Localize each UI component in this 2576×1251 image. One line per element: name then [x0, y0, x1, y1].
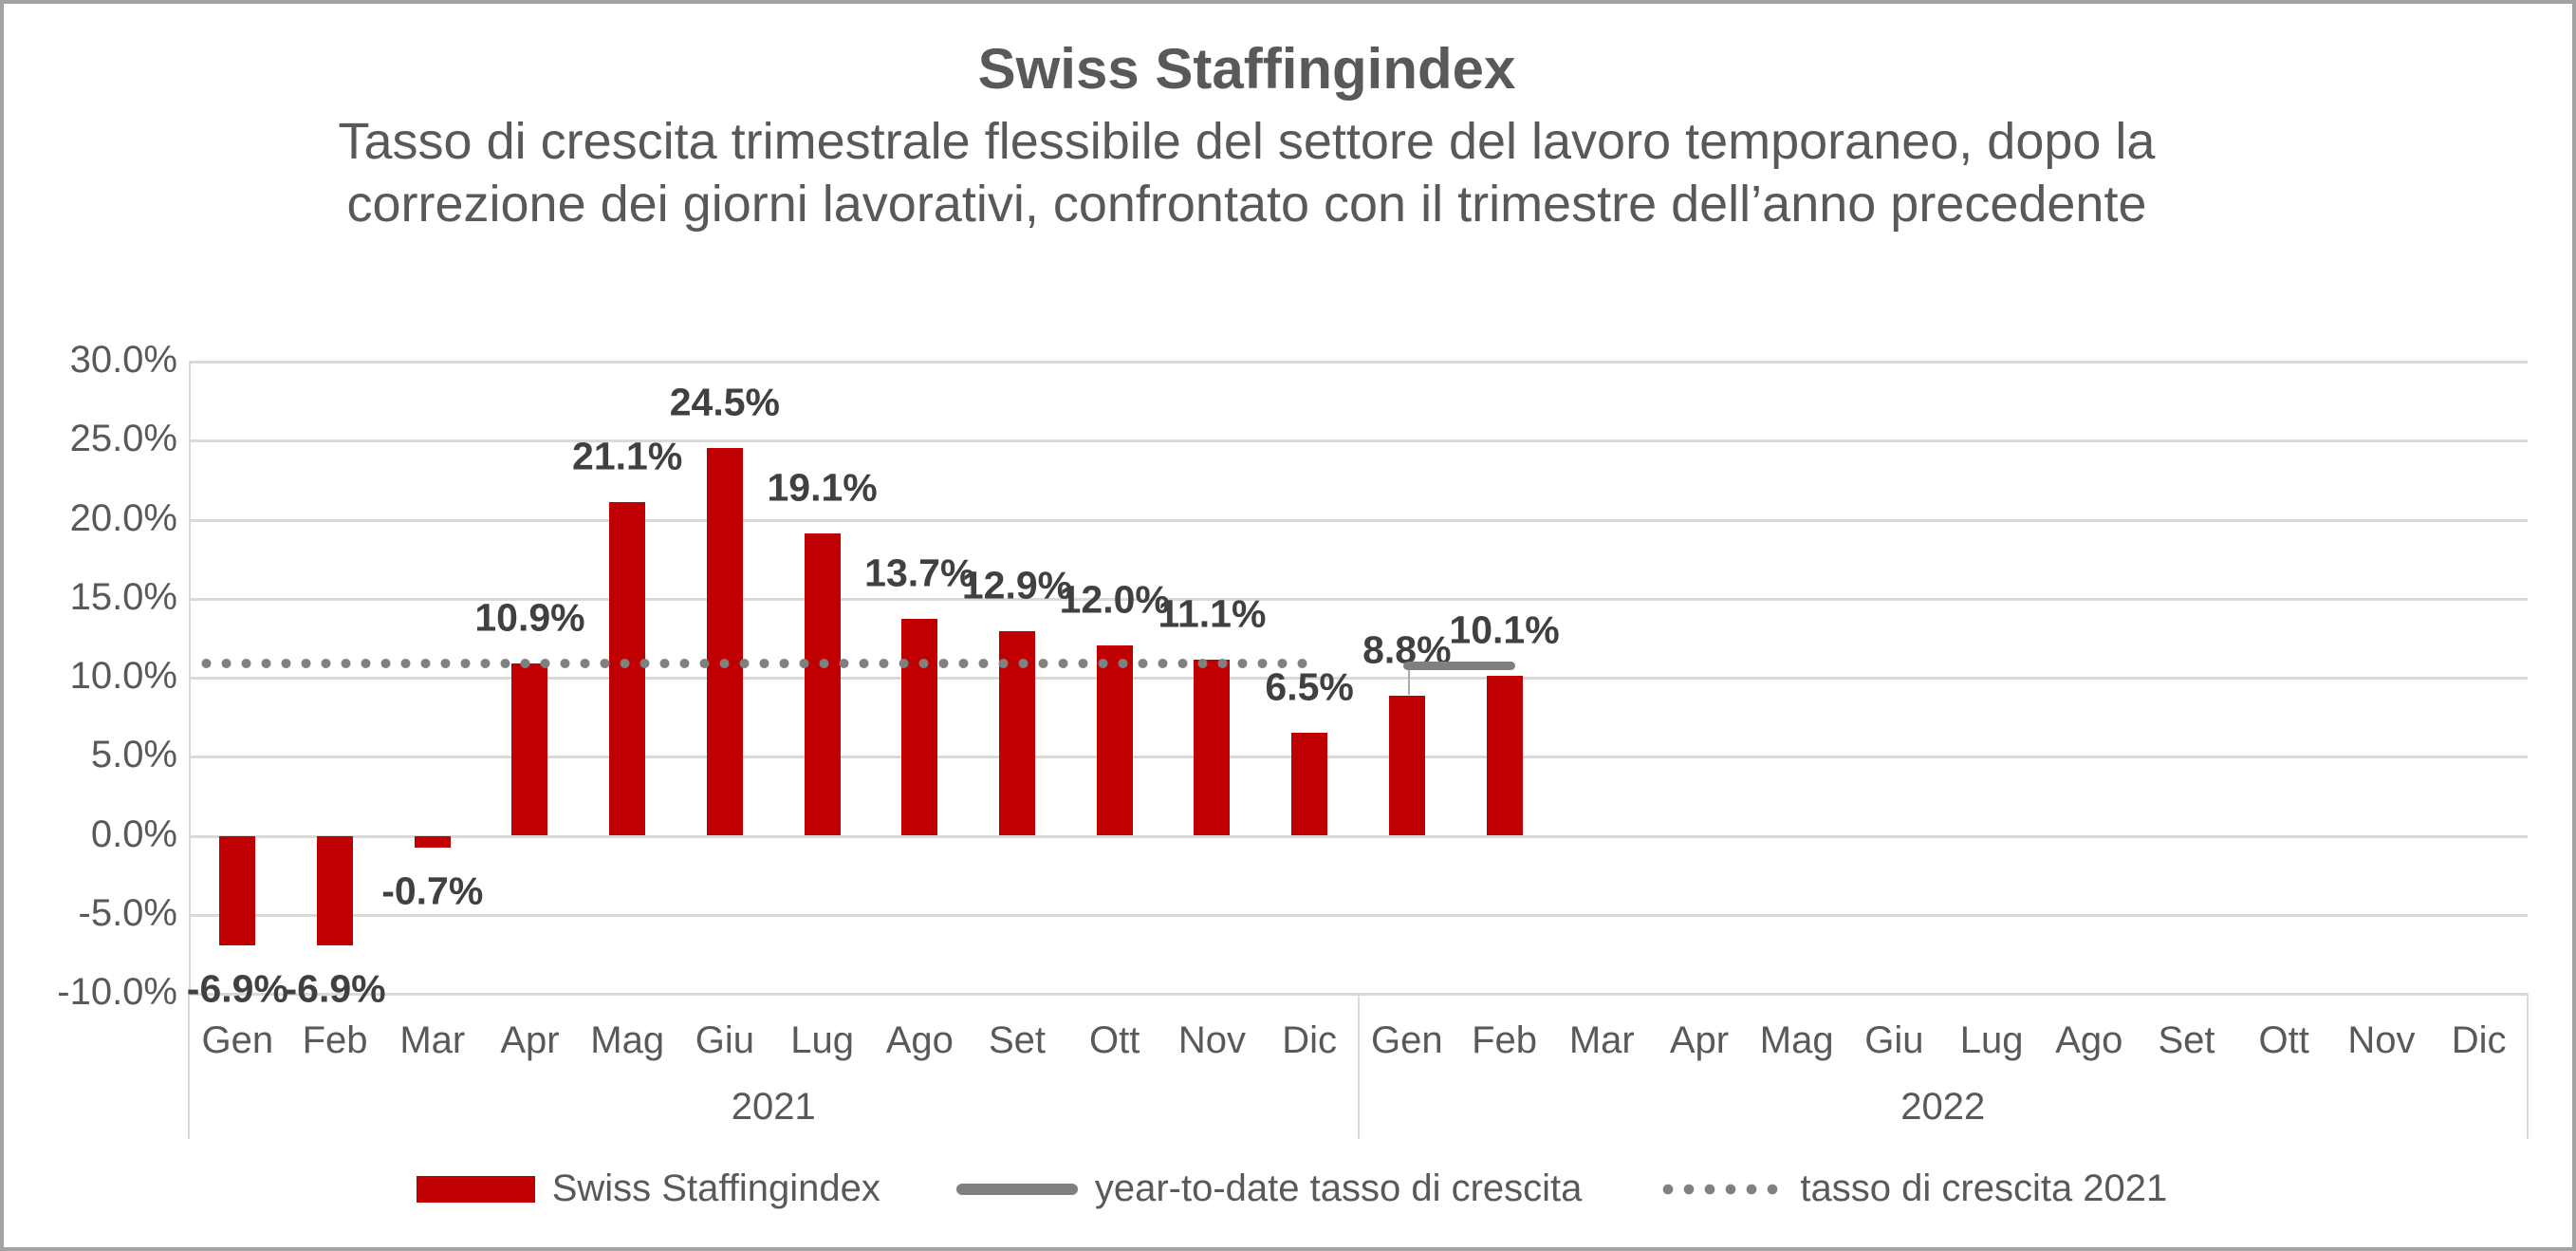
- bar-data-label: 11.1%: [1158, 591, 1267, 636]
- y-axis-tick-label: 0.0%: [90, 812, 177, 855]
- legend-item-growth-2021: tasso di crescita 2021: [1658, 1167, 2167, 1210]
- bar-data-label: 6.5%: [1265, 664, 1354, 709]
- bar-data-label: -0.7%: [381, 868, 484, 913]
- y-axis-tick-label: 30.0%: [69, 339, 177, 381]
- chart-subtitle: Tasso di crescita trimestrale flessibile…: [4, 110, 2490, 235]
- x-axis-month-label: Lug: [1959, 1019, 2024, 1061]
- dotted-line-swatch-icon: [1658, 1183, 1784, 1195]
- x-axis-month-label: Giu: [695, 1019, 755, 1061]
- x-axis-divider: [188, 994, 190, 1139]
- x-axis-month-label: Gen: [201, 1019, 274, 1061]
- gridline: [189, 677, 2528, 680]
- x-axis-month-label: Ott: [1089, 1019, 1140, 1061]
- bar: [1291, 732, 1328, 835]
- gridline: [189, 439, 2528, 443]
- x-axis-month-label: Giu: [1864, 1019, 1924, 1061]
- bar-data-label: 19.1%: [767, 465, 878, 510]
- x-axis-month-label: Feb: [302, 1019, 368, 1061]
- bar-data-label: 13.7%: [864, 551, 975, 595]
- bar-data-label: 12.9%: [961, 563, 1073, 607]
- x-axis-month-label: Apr: [500, 1019, 560, 1061]
- gridline: [189, 518, 2528, 522]
- x-axis-month-label: Nov: [2347, 1019, 2416, 1061]
- y-axis-tick-label: 5.0%: [90, 734, 177, 776]
- chart-title: Swiss Staffingindex: [977, 37, 1516, 101]
- bar: [414, 836, 451, 848]
- bar-data-label: -6.9%: [284, 966, 386, 1011]
- y-axis-tick-label: -10.0%: [57, 971, 177, 1013]
- legend-item-staffingindex: Swiss Staffingindex: [416, 1167, 880, 1210]
- line-swatch-icon: [955, 1183, 1078, 1195]
- year-to-date-line: [1402, 662, 1515, 671]
- x-axis-month-label: Set: [988, 1019, 1047, 1061]
- y-axis-tick-label: 10.0%: [69, 655, 177, 697]
- bar: [1096, 645, 1133, 835]
- x-axis-month-label: Dic: [1282, 1019, 1338, 1061]
- x-axis-divider: [2527, 994, 2529, 1139]
- bar: [804, 532, 841, 835]
- growth-2021-dotted-line: [196, 657, 1310, 669]
- x-axis-month-label: Dic: [2451, 1019, 2507, 1061]
- gridline: [189, 597, 2528, 601]
- bar-data-label: 21.1%: [572, 434, 683, 478]
- x-axis-month-label: Set: [2158, 1019, 2215, 1061]
- bar-data-label: 12.0%: [1059, 577, 1170, 622]
- bar: [317, 836, 354, 945]
- gridline: [189, 834, 2528, 838]
- x-axis-month-label: Feb: [1472, 1019, 1538, 1061]
- y-axis-tick-label: -5.0%: [78, 891, 178, 934]
- bar-data-label: 10.9%: [474, 595, 585, 639]
- x-axis-month-label: Nov: [1177, 1019, 1246, 1061]
- bar: [1486, 675, 1523, 835]
- bar: [706, 448, 743, 835]
- y-axis-tick-label: 25.0%: [69, 418, 177, 460]
- bar: [219, 836, 256, 945]
- x-axis-month-label: Ago: [885, 1019, 954, 1061]
- gridline: [189, 361, 2528, 364]
- bar-swatch-icon: [416, 1175, 535, 1203]
- bar-data-label: 24.5%: [669, 380, 781, 424]
- legend-label: tasso di crescita 2021: [1800, 1167, 2168, 1209]
- y-axis-tick-label: 15.0%: [69, 575, 177, 618]
- x-axis-divider: [1357, 994, 1360, 1139]
- chart-subtitle-line2: correzione dei giorni lavorativi, confro…: [346, 176, 2147, 233]
- y-axis-tick-label: 20.0%: [69, 496, 177, 539]
- x-axis-month-label: Mag: [590, 1019, 665, 1061]
- y-axis-line: [189, 362, 191, 994]
- bar-data-label: 10.1%: [1449, 607, 1560, 652]
- chart-subtitle-line1: Tasso di crescita trimestrale flessibile…: [338, 113, 2156, 170]
- x-axis-month-label: Mar: [1568, 1019, 1635, 1061]
- x-axis-month-label: Ago: [2055, 1019, 2123, 1061]
- legend-label: year-to-date tasso di crescita: [1094, 1167, 1583, 1209]
- bar: [901, 618, 938, 835]
- x-axis-month-label: Mag: [1759, 1019, 1834, 1061]
- x-axis-month-label: Ott: [2258, 1019, 2309, 1061]
- legend-label: Swiss Staffingindex: [551, 1167, 880, 1209]
- x-axis-month-label: Lug: [790, 1019, 854, 1061]
- legend-item-ytd: year-to-date tasso di crescita: [955, 1167, 1583, 1210]
- gridline: [189, 756, 2528, 759]
- label-leader-line: [1407, 670, 1410, 696]
- bar: [1194, 660, 1231, 835]
- gridline: [189, 913, 2528, 917]
- x-axis-month-label: Mar: [399, 1019, 466, 1061]
- x-axis-year-label: 2021: [731, 1086, 816, 1128]
- legend: Swiss Staffingindex year-to-date tasso d…: [4, 1167, 2576, 1210]
- x-axis-month-label: Apr: [1669, 1019, 1730, 1061]
- bar: [1388, 696, 1425, 835]
- bar-data-label: -6.9%: [186, 966, 288, 1011]
- bar: [511, 663, 548, 835]
- x-axis-year-label: 2022: [1900, 1086, 1986, 1128]
- x-axis-month-label: Gen: [1371, 1019, 1443, 1061]
